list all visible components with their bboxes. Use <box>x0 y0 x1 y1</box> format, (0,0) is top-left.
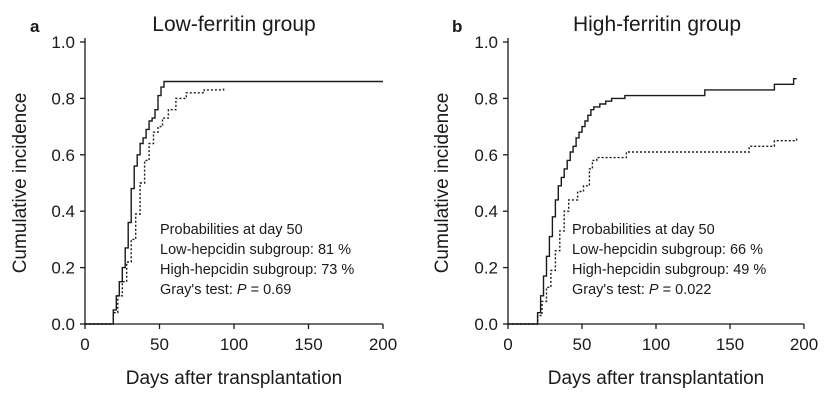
x-tick-label: 50 <box>150 335 169 354</box>
x-tick-label: 150 <box>716 335 744 354</box>
annotation-line: Low-hepcidin subgroup: 66 % <box>572 242 763 258</box>
panel-letter: a <box>30 17 40 36</box>
annotation-line: Probabilities at day 50 <box>160 222 303 238</box>
chart-title: Low-ferritin group <box>152 13 315 36</box>
y-tick-label: 0.4 <box>474 202 498 221</box>
y-tick-label: 0.4 <box>51 202 75 221</box>
x-tick-label: 100 <box>642 335 670 354</box>
x-tick-label: 100 <box>220 335 248 354</box>
y-tick-label: 0.0 <box>51 315 75 334</box>
y-tick-label: 0.2 <box>474 259 498 278</box>
x-axis-label: Days after transplantation <box>126 368 343 389</box>
y-tick-label: 1.0 <box>474 33 498 52</box>
annotation-test: Gray's test: P = 0.022 <box>572 282 711 298</box>
y-tick-label: 0.8 <box>51 89 75 108</box>
x-axis-label: Days after transplantation <box>548 368 765 389</box>
y-tick-label: 0.6 <box>474 146 498 165</box>
annotation-line: High-hepcidin subgroup: 73 % <box>160 262 354 278</box>
y-tick-label: 0.6 <box>51 146 75 165</box>
x-tick-label: 200 <box>790 335 818 354</box>
y-tick-label: 0.2 <box>51 259 75 278</box>
series-line-solid <box>85 80 383 325</box>
series-line-solid <box>508 78 797 325</box>
y-tick-label: 0.0 <box>474 315 498 334</box>
y-tick-label: 1.0 <box>51 33 75 52</box>
y-axis-label: Cumulative incidence <box>10 93 31 274</box>
annotation-test: Gray's test: P = 0.69 <box>160 282 291 298</box>
x-tick-label: 50 <box>573 335 592 354</box>
chart-title: High-ferritin group <box>573 13 741 36</box>
y-tick-label: 0.8 <box>474 89 498 108</box>
chart-panel-b: b High-ferritin group 0 50 100 150 200 0.0 0.2 0.… <box>432 13 818 389</box>
series-line-dotted <box>508 137 798 325</box>
annotation-line: Low-hepcidin subgroup: 81 % <box>160 242 351 258</box>
annotation-line: Probabilities at day 50 <box>572 222 715 238</box>
x-tick-label: 0 <box>80 335 89 354</box>
y-axis-label: Cumulative incidence <box>432 93 453 274</box>
x-tick-label: 150 <box>294 335 322 354</box>
x-tick-label: 200 <box>369 335 397 354</box>
annotation-line: High-hepcidin subgroup: 49 % <box>572 262 766 278</box>
chart-panel-a: a Low-ferritin group 0 50 100 150 200 0.0 0.2 0.4… <box>10 13 397 389</box>
x-tick-label: 0 <box>503 335 512 354</box>
panel-letter: b <box>452 17 462 36</box>
